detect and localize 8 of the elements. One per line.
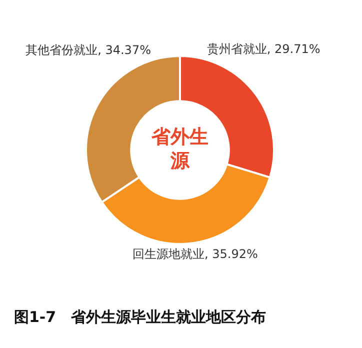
data-label: , 35.92%: [204, 247, 258, 262]
data-label: , 34.37%: [98, 43, 151, 58]
slice-label: 其他省份就业: [26, 43, 98, 58]
text: 图1-7 省外生源毕业生就业地区分布: [14, 308, 266, 327]
slice-label: 回生源地就业: [132, 247, 204, 262]
data-label: , 29.71%: [266, 42, 320, 56]
text: 省外生源: [150, 126, 208, 172]
slice-label: 贵州省就业: [206, 42, 267, 56]
